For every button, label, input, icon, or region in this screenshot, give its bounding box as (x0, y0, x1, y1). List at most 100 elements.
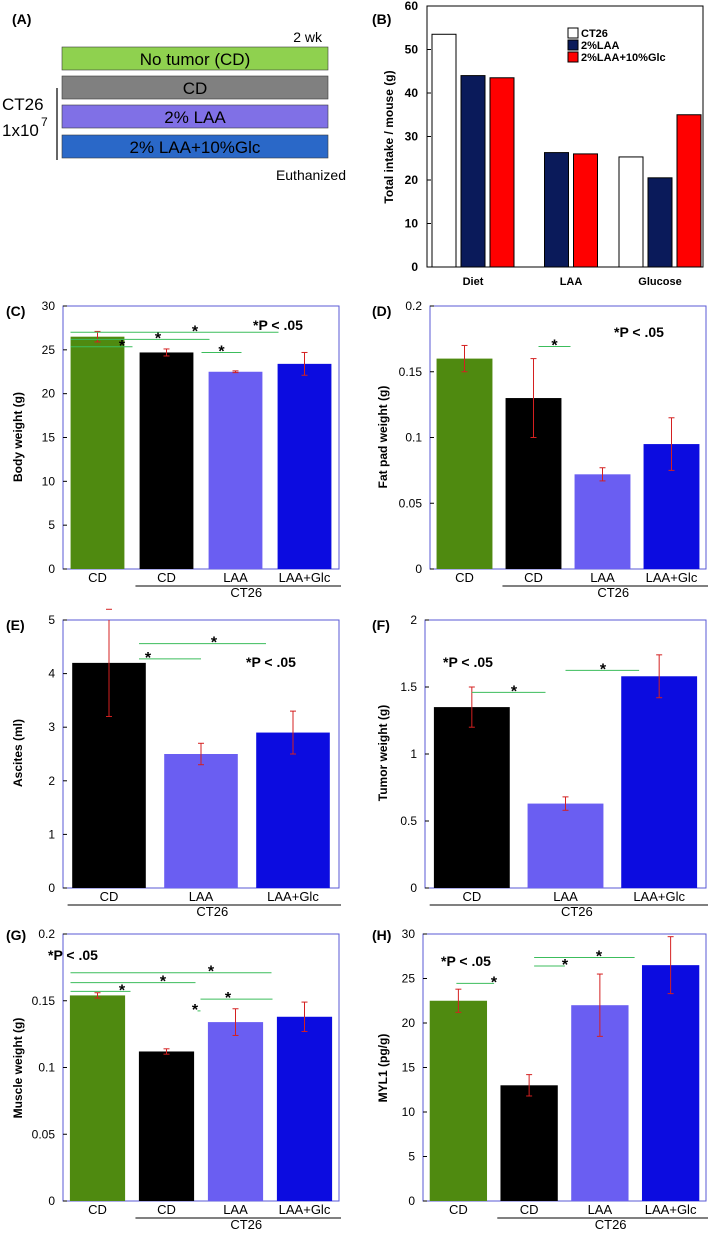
panel-d-category-1: CD (455, 570, 474, 585)
panel-e-ytick-label-3: 3 (48, 720, 55, 734)
panel-c-bar-4 (277, 363, 332, 569)
panel-b-ytick-label-3: 30 (405, 130, 419, 144)
panel-e-sig-star-2: * (145, 650, 152, 667)
panel-f-category-2: LAA (553, 889, 578, 904)
panel-f-ytick-label-4: 2 (410, 613, 417, 627)
panel-f-ytick-label-0: 0 (410, 881, 417, 895)
panel-e-category-1: CD (100, 889, 119, 904)
panel-e-ytick-label-1: 1 (48, 827, 55, 841)
panel-f-sig-star-1: * (511, 683, 518, 700)
schematic-bar-label-1: No tumor (CD) (140, 50, 251, 69)
panel-c-sig-star-4: * (218, 344, 225, 361)
panel-g-sig-star-5: * (192, 1002, 199, 1019)
panel-e-bar-2 (164, 754, 238, 888)
panel-g-bar-4 (276, 1016, 333, 1201)
panel-b-category-1: LAA (560, 276, 583, 288)
panel-e-significance-note: *P < .05 (246, 654, 296, 670)
panel-h-bar-3 (571, 1005, 629, 1201)
panel-d: (D) 0 0.05 0.1 0.15 0.2 Fat pad weight (g) CD CD… (372, 299, 708, 600)
panel-g-ylabel: Muscle weight (g) (11, 1018, 25, 1119)
panel-f-ytick-label-2: 1 (410, 747, 417, 761)
panel-f-bar-2 (527, 803, 604, 888)
panel-h-label: (H) (372, 927, 391, 943)
panel-h-bar-1 (429, 1000, 488, 1201)
panel-g: (G) 0 0.05 0.1 0.15 0.2 Muscle weight (g) CD CD L… (6, 927, 341, 1232)
panel-h-bar-4 (641, 965, 700, 1201)
panel-b-ytick-label-6: 60 (405, 0, 419, 13)
panel-g-category-2: CD (157, 1202, 176, 1217)
schematic-group-line2: 1x10 (2, 121, 39, 140)
panel-b-bar-ct26-glucose (618, 156, 644, 268)
panel-d-group-label: CT26 (597, 585, 629, 600)
panel-c-ytick-label-4: 20 (42, 387, 56, 401)
panel-d-sig-star-1: * (551, 338, 558, 355)
panel-c-category-3: LAA (223, 570, 248, 585)
panel-g-sig-star-4: * (225, 990, 232, 1007)
panel-g-sig-star-3: * (119, 982, 126, 999)
panel-d-ytick-label-1: 0.05 (399, 496, 423, 510)
panel-h-ytick-label-5: 25 (402, 972, 416, 986)
schematic-bar-label-2: CD (183, 79, 208, 98)
panel-b: (B) 0 10 20 30 40 50 60 Total intake / mouse (g)… (372, 0, 704, 288)
panel-e-ytick-label-2: 2 (48, 774, 55, 788)
panel-h-category-4: LAA+Glc (645, 1202, 697, 1217)
panel-e-bar-3 (256, 732, 330, 888)
panel-f-category-1: CD (462, 889, 481, 904)
panel-g-ytick-label-2: 0.1 (38, 1061, 55, 1075)
panel-d-ytick-label-3: 0.15 (399, 365, 423, 379)
panel-e-ytick-label-5: 5 (48, 613, 55, 627)
panel-f-bar-1 (433, 707, 510, 888)
panel-b-label: (B) (372, 11, 391, 27)
panel-f-significance-note: *P < .05 (443, 654, 493, 670)
panel-b-legend-label-1: 2%LAA (581, 40, 620, 52)
panel-g-sig-star-2: * (160, 974, 167, 991)
schematic-group-line1: CT26 (2, 95, 44, 114)
panel-b-bar-2-laa-10-glc-laa (573, 153, 598, 268)
panel-c-sig-star-3: * (119, 338, 126, 355)
panel-c-category-1: CD (88, 570, 107, 585)
panel-h: (H) 0 5 10 15 20 25 30 MYL1 (pg/g) CD CD LAA LAA+Glc… (372, 927, 708, 1232)
panel-f-ytick-label-3: 1.5 (400, 680, 417, 694)
panel-f-group-label: CT26 (561, 904, 593, 919)
panel-b-legend-swatch-1 (567, 39, 579, 51)
panel-c-category-2: CD (157, 570, 176, 585)
panel-e-category-2: LAA (189, 889, 214, 904)
panel-b-bar-2-laa-diet (460, 75, 486, 268)
panel-g-label: (G) (6, 927, 26, 943)
panel-f: (F) 0 0.5 1 1.5 2 Tumor weight (g) CD LAA LAA+Glc… (372, 613, 708, 919)
panel-b-legend-label-2: 2%LAA+10%Glc (581, 52, 666, 64)
panel-f-ytick-label-1: 0.5 (400, 814, 417, 828)
panel-g-category-1: CD (88, 1202, 107, 1217)
panel-b-bar-ct26-diet (431, 33, 457, 268)
panel-a: (A) 2 wk No tumor (CD) CD 2% LAA 2% LAA+10%Gl… (2, 11, 346, 183)
panel-d-bar-1 (436, 358, 493, 569)
panel-h-sig-star-1: * (491, 974, 498, 991)
panel-c-ytick-label-2: 10 (42, 474, 56, 488)
panel-b-legend-label-0: CT26 (581, 28, 608, 40)
panel-c-ytick-label-1: 5 (48, 518, 55, 532)
panel-b-bar-2-laa-laa (544, 152, 569, 268)
panel-c-category-4: LAA+Glc (279, 570, 331, 585)
panel-c-ytick-label-3: 15 (42, 431, 56, 445)
panel-c-ytick-label-6: 30 (42, 299, 56, 313)
panel-b-ytick-label-0: 0 (411, 260, 418, 274)
panel-h-ytick-label-4: 20 (402, 1016, 416, 1030)
panel-e-category-3: LAA+Glc (267, 889, 319, 904)
panel-f-category-3: LAA+Glc (633, 889, 685, 904)
schematic-end-label: Euthanized (276, 167, 346, 183)
panel-a-duration: 2 wk (293, 29, 323, 45)
panel-e-sig-star-1: * (211, 635, 218, 652)
panel-g-bar-2 (138, 1051, 195, 1201)
panel-g-ytick-label-3: 0.15 (32, 994, 56, 1008)
panel-d-ytick-label-4: 0.2 (405, 299, 422, 313)
schematic-bar-2 (61, 75, 329, 100)
panel-g-category-4: LAA+Glc (279, 1202, 331, 1217)
panel-b-ytick-label-4: 40 (405, 86, 419, 100)
panel-d-category-4: LAA+Glc (646, 570, 698, 585)
panel-c-bar-1 (70, 336, 125, 569)
panel-b-category-2: Glucose (638, 276, 681, 288)
panel-g-ytick-label-0: 0 (48, 1194, 55, 1208)
panel-b-ytick-label-5: 50 (405, 43, 419, 57)
panel-c-sig-star-2: * (155, 330, 162, 347)
